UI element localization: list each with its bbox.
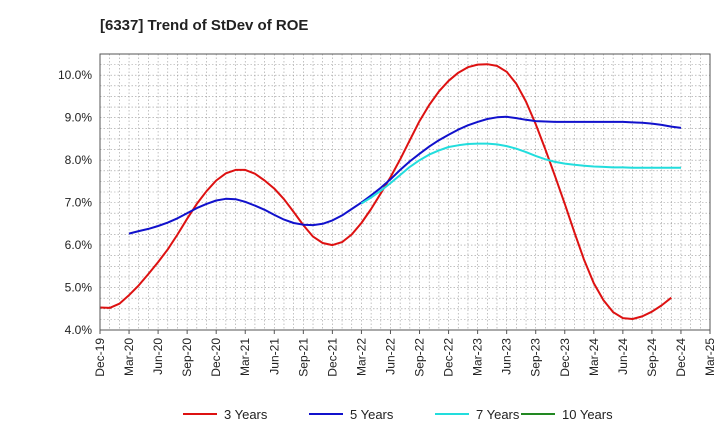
x-axis-ticks: Dec-19 Mar-20 Jun-20 Sep-20 Dec-20 Mar-21 Jun-… — [93, 330, 717, 377]
x-tick-label: Jun-24 — [616, 338, 630, 375]
series-line-7-years — [360, 142, 681, 205]
x-tick-label: Jun-21 — [267, 338, 281, 375]
series-line-5-years — [128, 115, 682, 235]
x-tick-label: Dec-19 — [93, 338, 107, 377]
x-tick-label: Dec-21 — [325, 338, 339, 377]
x-tick-label: Sep-22 — [413, 338, 427, 377]
y-tick-label: 9.0% — [65, 111, 93, 125]
y-tick-label: 8.0% — [65, 153, 93, 167]
y-tick-label: 4.0% — [65, 323, 93, 337]
x-tick-label: Mar-25 — [703, 338, 717, 376]
y-tick-label: 5.0% — [65, 281, 93, 295]
chart-title: [6337] Trend of StDev of ROE — [100, 17, 308, 34]
x-tick-label: Mar-21 — [238, 338, 252, 376]
x-tick-label: Jun-23 — [500, 338, 514, 375]
x-tick-label: Mar-24 — [587, 338, 601, 376]
x-tick-label: Dec-22 — [442, 338, 456, 377]
series-line-3-years — [99, 63, 672, 320]
grid — [99, 53, 711, 331]
x-tick-label: Dec-24 — [674, 338, 688, 377]
x-tick-label: Dec-20 — [209, 338, 223, 377]
x-tick-label: Sep-23 — [529, 338, 543, 377]
x-tick-label: Mar-20 — [122, 338, 136, 376]
legend-label: 5 Years — [350, 407, 394, 422]
legend-label: 3 Years — [224, 407, 268, 422]
y-tick-label: 6.0% — [65, 238, 93, 252]
x-tick-label: Jun-22 — [383, 338, 397, 375]
x-tick-label: Sep-24 — [645, 338, 659, 377]
series-lines — [99, 63, 682, 320]
y-axis-ticks: 4.0% 5.0% 6.0% 7.0% 8.0% 9.0% 10.0% — [58, 68, 92, 337]
legend-label: 7 Years — [476, 407, 520, 422]
x-tick-label: Mar-23 — [471, 338, 485, 376]
x-tick-label: Jun-20 — [151, 338, 165, 375]
legend: 3 Years 5 Years 7 Years 10 Years — [183, 407, 613, 422]
legend-label: 10 Years — [562, 407, 613, 422]
plot-area-border — [99, 53, 711, 331]
x-tick-label: Sep-20 — [180, 338, 194, 377]
y-tick-label: 10.0% — [58, 68, 92, 82]
x-tick-label: Sep-21 — [296, 338, 310, 377]
x-tick-label: Dec-23 — [558, 338, 572, 377]
x-tick-label: Mar-22 — [354, 338, 368, 376]
y-tick-label: 7.0% — [65, 196, 93, 210]
